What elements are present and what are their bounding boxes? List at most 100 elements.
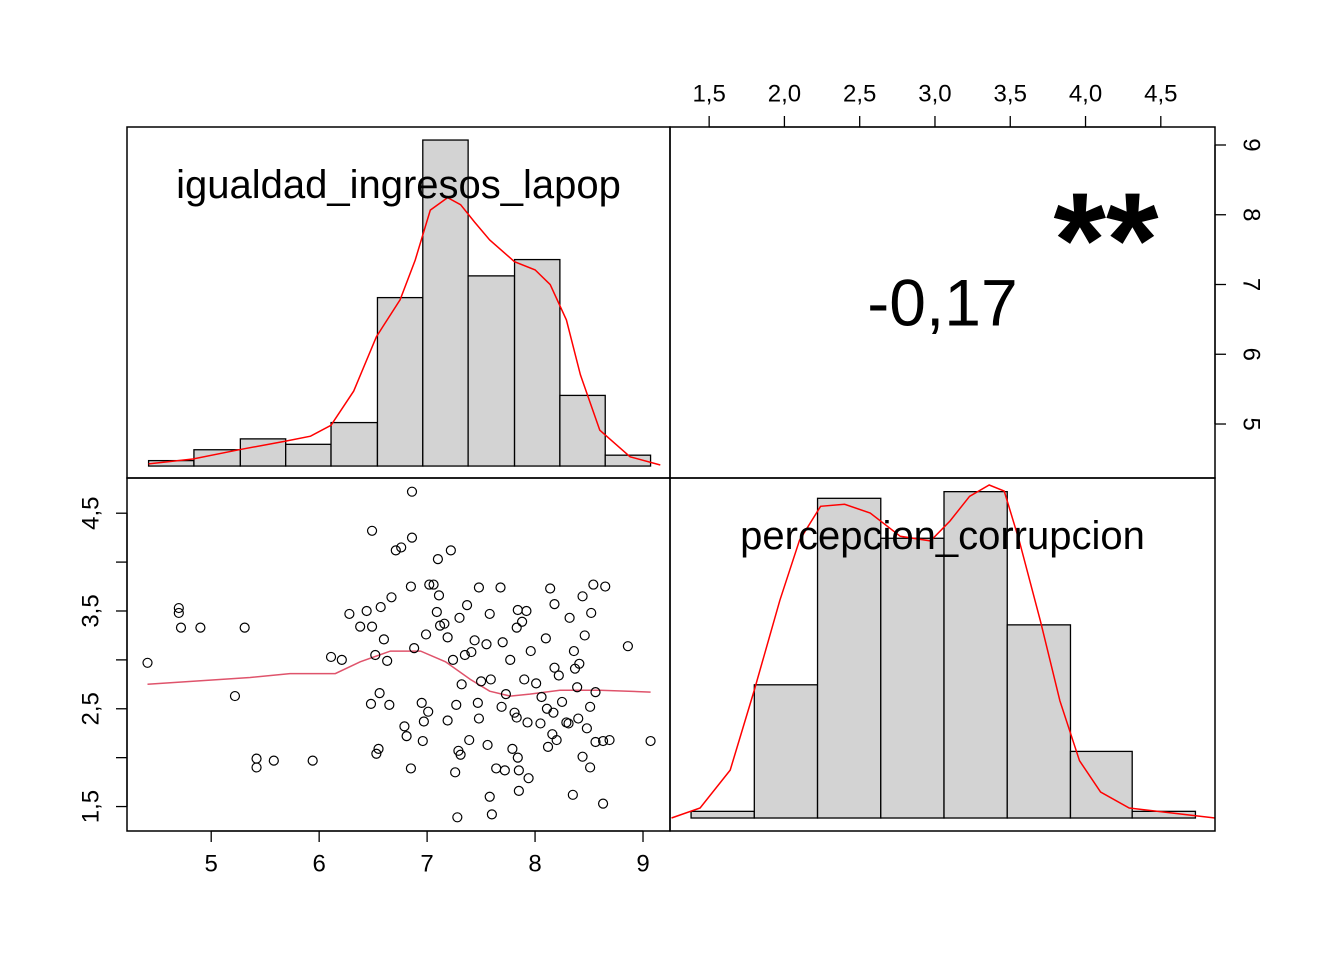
x-tick-label: 6	[312, 851, 325, 878]
scatter-point	[540, 633, 551, 644]
scatter-point	[251, 753, 262, 764]
scatter-point	[461, 600, 473, 611]
scatter-point	[416, 697, 427, 709]
scatter-point	[551, 734, 562, 746]
scatter-point	[229, 690, 241, 702]
x-tick-label: 8	[528, 851, 541, 878]
scatter-point	[577, 591, 588, 602]
scatter-point	[390, 545, 401, 556]
scatter-point	[472, 697, 483, 709]
scatter-point	[432, 554, 444, 565]
y-tick-label: 9	[1238, 138, 1265, 151]
scatter-point	[485, 674, 496, 685]
scatter-point	[496, 701, 507, 712]
scatter-point	[509, 707, 520, 718]
scatter-point	[175, 622, 187, 633]
variable-label: igualdad_ingresos_lapop	[176, 163, 621, 207]
histogram-bar	[376, 296, 424, 467]
scatter-point	[406, 532, 418, 543]
scatter-point	[542, 741, 554, 753]
scatter-point	[567, 789, 578, 800]
scatter-point	[604, 734, 615, 746]
histogram-bar	[285, 443, 332, 467]
scatter-point	[579, 630, 590, 641]
scatter-point	[251, 762, 262, 773]
scatter-point	[464, 734, 475, 746]
y-tick-label: 6	[1238, 348, 1265, 361]
variable-label: percepcion_corrupcion	[740, 514, 1145, 558]
scatter-point	[336, 654, 347, 665]
histogram-bar	[690, 810, 755, 819]
density-line	[671, 484, 1216, 819]
scatter-point	[517, 616, 528, 627]
scatter-point	[418, 716, 429, 727]
scatter-point	[442, 715, 453, 726]
histogram-bar	[880, 537, 945, 819]
y-tick-label: 4,5	[78, 497, 105, 530]
y-tick-label: 3,5	[78, 594, 105, 627]
x-tick-label: 3,0	[918, 81, 951, 108]
scatter-point	[513, 785, 524, 797]
scatter-point	[484, 608, 495, 620]
scatter-point	[549, 662, 560, 673]
scatter-point	[548, 707, 559, 718]
scatter-point	[622, 641, 633, 652]
scatter-point	[268, 755, 279, 766]
scatter-point	[406, 486, 418, 497]
scatter-point	[512, 604, 523, 616]
histogram-bar	[559, 394, 606, 467]
scatter-point	[484, 791, 495, 802]
scatter-point	[396, 542, 407, 553]
scatter-point	[420, 629, 432, 640]
scatter-point	[521, 605, 532, 617]
scatter-point	[433, 590, 445, 601]
scatter-point	[456, 679, 467, 690]
scatter-point	[382, 655, 393, 666]
scatter-point	[473, 582, 485, 593]
scatter-point	[563, 718, 574, 729]
scatter-point	[375, 601, 386, 613]
scatter-point	[500, 689, 512, 700]
significance-stars: **	[1053, 165, 1159, 316]
scatter-point	[525, 645, 536, 657]
scatter-point	[384, 699, 395, 710]
scatter-point	[195, 622, 206, 633]
scatter-point	[439, 618, 450, 629]
x-tick-label: 4,5	[1144, 81, 1177, 108]
scatter-point	[401, 731, 412, 742]
scatter-point	[486, 809, 497, 820]
x-tick-label: 4,0	[1069, 81, 1102, 108]
scatter-point	[577, 751, 588, 762]
scatter-point	[588, 579, 599, 590]
scatter-point	[142, 657, 153, 668]
scatter-point	[553, 670, 564, 681]
scatter-point	[497, 637, 508, 648]
scatter-point	[378, 634, 390, 645]
histogram-bar	[753, 684, 819, 819]
x-tick-label: 2,5	[843, 81, 876, 108]
x-tick-label: 1,5	[692, 81, 725, 108]
x-tick-label: 7	[420, 851, 433, 878]
histogram-bar	[1006, 624, 1072, 819]
scatter-point	[325, 651, 337, 663]
correlation-value: -0,17	[867, 266, 1017, 340]
x-tick-label: 2,0	[768, 81, 801, 108]
scatter-point	[428, 579, 439, 590]
scatter-point	[417, 735, 428, 747]
scatter-point	[491, 763, 502, 774]
scatter-point	[475, 676, 487, 687]
scatter-point	[469, 635, 480, 646]
scatter-point	[511, 622, 522, 633]
scatter-point	[547, 729, 558, 740]
scatter-point	[455, 749, 466, 760]
histogram-bar	[330, 421, 379, 467]
scatter-point	[454, 612, 465, 623]
y-tick-label: 8	[1238, 208, 1265, 221]
y-tick-label: 1,5	[78, 790, 105, 823]
scatter-point	[173, 607, 184, 619]
scatter-point	[522, 717, 533, 728]
scatter-point	[355, 621, 366, 632]
scatter-point	[452, 812, 463, 823]
scatter-point	[424, 579, 435, 590]
x-tick-label: 9	[636, 851, 649, 878]
